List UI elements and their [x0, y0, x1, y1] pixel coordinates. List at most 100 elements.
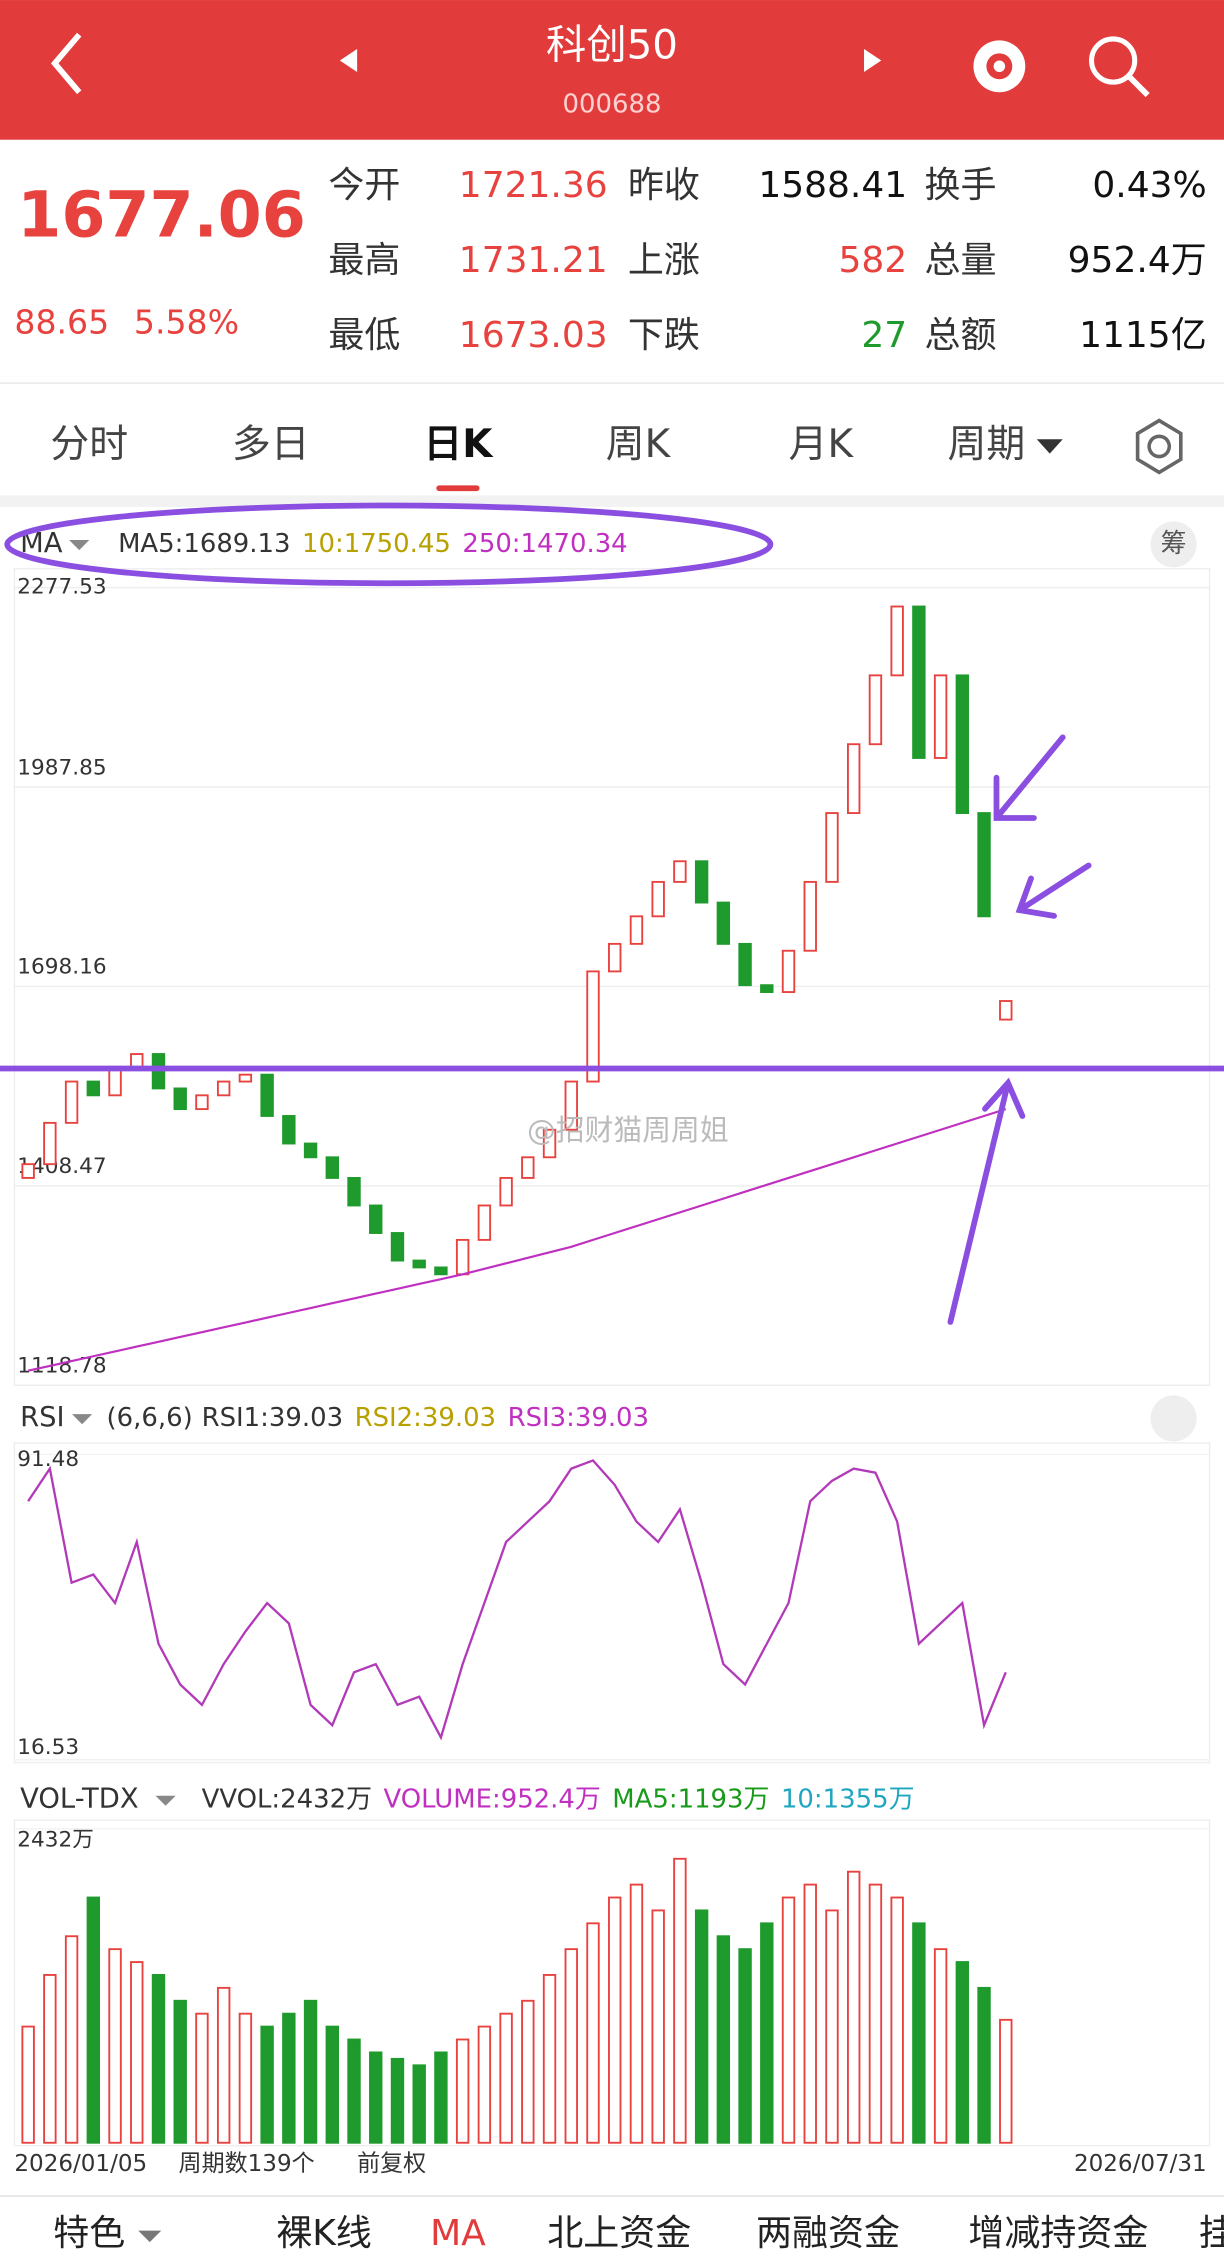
back-button[interactable] — [50, 32, 82, 95]
legend-item: RSI2:39.03 — [355, 1403, 496, 1433]
candle — [347, 1177, 361, 1207]
candle — [173, 1087, 187, 1111]
candle — [542, 1128, 557, 1159]
volume-bar — [803, 1883, 817, 2144]
volume-bar — [282, 2012, 296, 2144]
tab[interactable]: 月K — [789, 422, 855, 467]
volume-bar — [260, 2025, 274, 2144]
candle — [673, 860, 687, 883]
menu-item[interactable]: 裸K线 — [276, 2213, 372, 2254]
volume-bar — [130, 1961, 144, 2144]
volume-bar — [86, 1896, 101, 2144]
candle — [825, 812, 839, 883]
price-frame — [13, 568, 1211, 1387]
menu-item[interactable]: 北上资金 — [547, 2213, 691, 2254]
candle — [651, 880, 665, 918]
footer-label: 前复权 — [357, 2151, 426, 2177]
footer-label: 2026/07/31 — [1074, 2151, 1207, 2177]
settings-button[interactable] — [1135, 418, 1183, 475]
quote-value: 582 — [838, 240, 907, 281]
volume-bar — [455, 2038, 470, 2144]
next-button[interactable] — [864, 49, 882, 73]
volume-bar — [347, 2038, 361, 2144]
mascot-icon[interactable] — [973, 40, 1026, 93]
volume-bar — [195, 2012, 209, 2144]
footer-label: 2026/01/05 — [14, 2151, 147, 2177]
volume-bar — [64, 1935, 79, 2144]
tab[interactable]: 分时 — [50, 422, 128, 467]
volume-bar — [955, 1961, 970, 2144]
volume-bar — [760, 1922, 774, 2144]
quote-label: 总量 — [924, 240, 996, 281]
volume-bar — [977, 1986, 991, 2144]
candle — [521, 1156, 535, 1179]
candle — [390, 1232, 405, 1262]
rsi-frame — [13, 1442, 1211, 1764]
legend-item: 250:1470.34 — [462, 529, 627, 559]
legend-item: 10:1355万 — [781, 1785, 915, 1815]
volume-bar — [564, 1948, 578, 2144]
candle — [434, 1266, 448, 1276]
candle — [108, 1066, 122, 1097]
expand-button[interactable] — [1150, 1395, 1197, 1442]
quote-label: 换手 — [924, 165, 996, 206]
quote-label: 总额 — [924, 315, 996, 356]
volume-bar — [369, 2051, 383, 2144]
menu-item[interactable]: 两融资金 — [756, 2213, 900, 2254]
quote-label: 最高 — [328, 240, 400, 281]
quote-label: 上涨 — [628, 240, 700, 281]
dropdown — [69, 540, 90, 551]
candle — [216, 1080, 231, 1097]
volume-bar — [694, 1909, 709, 2144]
volume-bar — [738, 1948, 752, 2144]
candle — [412, 1259, 426, 1269]
quote-value: 1721.36 — [459, 165, 608, 206]
menu-item[interactable]: 特色 — [53, 2213, 125, 2254]
menu-item[interactable]: 挂 — [1199, 2213, 1224, 2254]
candle — [86, 1080, 101, 1097]
tab[interactable]: 周期 — [948, 422, 1026, 467]
quote-value: 27 — [861, 315, 907, 356]
prev-button[interactable] — [339, 49, 358, 73]
candle — [912, 605, 926, 759]
tab[interactable]: 周K — [606, 422, 672, 467]
tab[interactable]: 日K — [423, 422, 494, 467]
tab[interactable]: 多日 — [232, 422, 310, 467]
ma250-line — [27, 1108, 1007, 1372]
y-tick-label: 2432万 — [17, 1827, 94, 1852]
search-button[interactable] — [1089, 36, 1150, 98]
badge[interactable]: 筹 — [1161, 529, 1187, 559]
candle — [760, 984, 774, 993]
period-dropdown[interactable] — [1036, 439, 1063, 454]
candle — [608, 942, 622, 973]
indicator[interactable]: VOL-TDX — [20, 1784, 138, 1815]
volume-bar — [499, 2012, 513, 2144]
indicator[interactable]: RSI — [20, 1402, 64, 1433]
legend-item: RSI3:39.03 — [508, 1403, 649, 1433]
volume-bar — [890, 1896, 904, 2144]
volume-bar — [933, 1948, 948, 2144]
legend-item: RSI1:39.03 — [202, 1403, 343, 1433]
candle — [64, 1080, 79, 1124]
menu-item[interactable]: 增减持资金 — [968, 2213, 1148, 2254]
gap — [0, 495, 1224, 507]
volume-bar — [999, 2018, 1013, 2144]
quote-value: 0.43% — [1092, 165, 1206, 206]
volume-bar — [151, 1974, 166, 2144]
candle — [890, 605, 904, 677]
volume-bar — [21, 2025, 35, 2144]
candle — [629, 915, 644, 945]
candle — [260, 1073, 274, 1117]
volume-bar — [673, 1857, 687, 2144]
menu-item[interactable]: MA — [430, 2213, 486, 2254]
candle — [999, 1000, 1013, 1021]
volume-bar — [608, 1896, 622, 2144]
candle — [564, 1080, 578, 1131]
candle — [955, 674, 970, 814]
candle — [499, 1177, 513, 1207]
title: 科创50 — [546, 22, 678, 69]
legend-item: 10:1750.45 — [302, 529, 451, 559]
y-tick-label: 1698.16 — [17, 955, 106, 980]
feature-dropdown[interactable] — [138, 2230, 162, 2243]
